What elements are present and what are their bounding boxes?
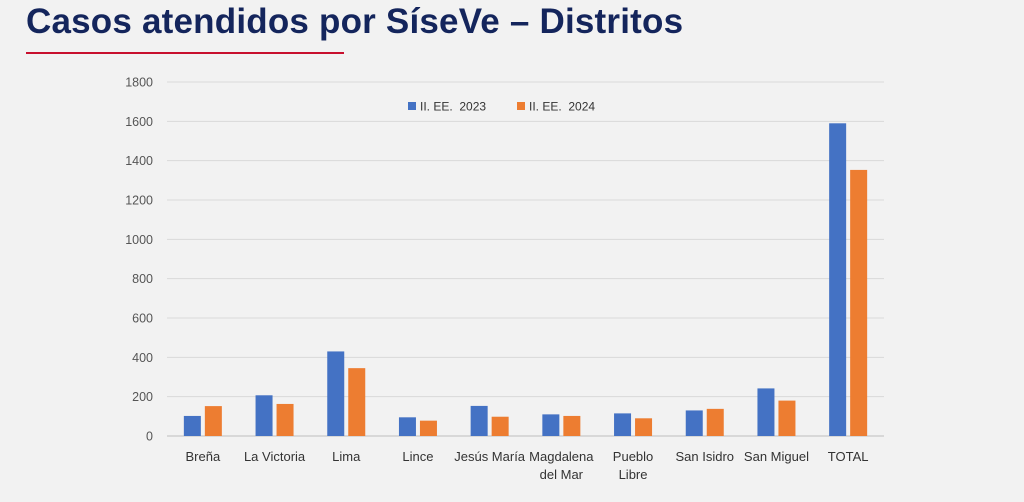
y-tick-label: 800 [132, 272, 153, 286]
y-tick-label: 1400 [125, 154, 153, 168]
category-label: San Isidro [675, 449, 734, 464]
legend-label-2024: II. EE. 2024 [529, 100, 595, 114]
legend-label-2023: II. EE. 2023 [420, 100, 486, 114]
category-label: Pueblo [613, 449, 653, 464]
y-tick-label: 1800 [125, 76, 153, 90]
bar-2023 [327, 351, 345, 436]
y-tick-label: 1200 [125, 194, 153, 208]
category-label: San Miguel [744, 449, 809, 464]
bar-2024 [348, 368, 366, 436]
bar-2024 [778, 400, 796, 436]
bar-2023 [542, 414, 560, 436]
category-label: Lince [402, 449, 433, 464]
title-underline [26, 52, 344, 54]
bar-2024 [706, 408, 724, 436]
bar-2023 [614, 413, 632, 436]
y-tick-label: 400 [132, 351, 153, 365]
category-label: La Victoria [244, 449, 306, 464]
bar-2023 [829, 123, 847, 437]
y-tick-label: 200 [132, 390, 153, 404]
bar-2023 [470, 405, 488, 436]
category-label: Lima [332, 449, 361, 464]
bar-2024 [563, 415, 581, 436]
legend-swatch-2024 [517, 102, 525, 110]
bar-2023 [757, 388, 775, 436]
category-label: del Mar [540, 467, 584, 482]
category-label: Libre [619, 467, 648, 482]
bar-2024 [204, 406, 222, 436]
y-tick-label: 1600 [125, 115, 153, 129]
category-label: Magdalena [529, 449, 594, 464]
slide-title: Casos atendidos por SíseVe – Distritos [26, 2, 684, 41]
bar-2023 [398, 417, 416, 436]
bar-2024 [491, 416, 509, 436]
bar-2024 [635, 418, 653, 436]
y-tick-label: 600 [132, 312, 153, 326]
y-tick-label: 0 [146, 430, 153, 444]
bar-2024 [850, 169, 868, 436]
category-label: Breña [185, 449, 220, 464]
bar-2023 [685, 410, 703, 436]
bar-2023 [183, 415, 201, 436]
y-tick-label: 1000 [125, 233, 153, 247]
bar-2024 [419, 420, 437, 436]
legend-swatch-2023 [408, 102, 416, 110]
category-label: TOTAL [828, 449, 869, 464]
category-label: Jesús María [454, 449, 526, 464]
bar-2023 [255, 395, 273, 436]
bar-2024 [276, 403, 294, 436]
